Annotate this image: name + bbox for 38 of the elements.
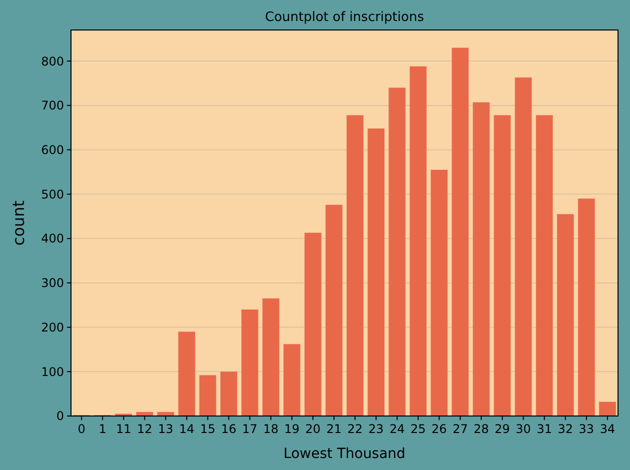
x-tick-label: 34 <box>600 422 616 436</box>
x-tick-label: 11 <box>116 422 132 436</box>
x-tick-label: 12 <box>136 422 152 436</box>
y-tick-label: 200 <box>41 320 64 334</box>
y-tick-label: 600 <box>41 142 64 157</box>
x-axis-title: Lowest Thousand <box>284 446 406 462</box>
x-tick-label: 22 <box>347 422 363 436</box>
x-tick-label: 20 <box>305 422 321 436</box>
x-tick-label: 31 <box>536 422 552 436</box>
x-tick-label: 29 <box>494 422 510 436</box>
y-tick-label: 500 <box>41 187 64 202</box>
y-tick-label: 800 <box>41 54 64 68</box>
x-tick-label: 26 <box>432 422 447 436</box>
x-tick-label: 27 <box>452 422 468 436</box>
x-tick-label: 25 <box>410 422 426 436</box>
x-tick-label: 1 <box>98 422 106 436</box>
x-tick-label: 23 <box>368 422 384 436</box>
y-tick-label: 300 <box>41 276 64 290</box>
y-tick-label: 400 <box>41 232 64 246</box>
x-tick-label: 18 <box>263 422 279 436</box>
x-tick-label: 0 <box>78 422 86 436</box>
x-tick-label: 16 <box>221 422 236 436</box>
x-tick-label: 28 <box>474 422 489 436</box>
x-tick-label: 24 <box>389 422 405 436</box>
y-tick-label: 0 <box>56 409 64 424</box>
x-tick-label: 14 <box>179 422 194 436</box>
x-tick-label: 21 <box>326 422 342 436</box>
x-tick-label: 30 <box>516 422 531 436</box>
x-tick-label: 15 <box>200 422 216 436</box>
y-tick-label: 100 <box>41 364 64 379</box>
y-tick-label: 700 <box>41 98 64 113</box>
y-axis-title: count <box>9 200 28 246</box>
x-tick-label: 32 <box>558 422 574 436</box>
chart-title: Countplot of inscriptions <box>265 10 424 25</box>
x-tick-label: 33 <box>578 422 594 436</box>
x-tick-label: 17 <box>242 422 258 436</box>
x-tick-label: 13 <box>158 422 174 436</box>
x-tick-label: 19 <box>284 422 300 436</box>
